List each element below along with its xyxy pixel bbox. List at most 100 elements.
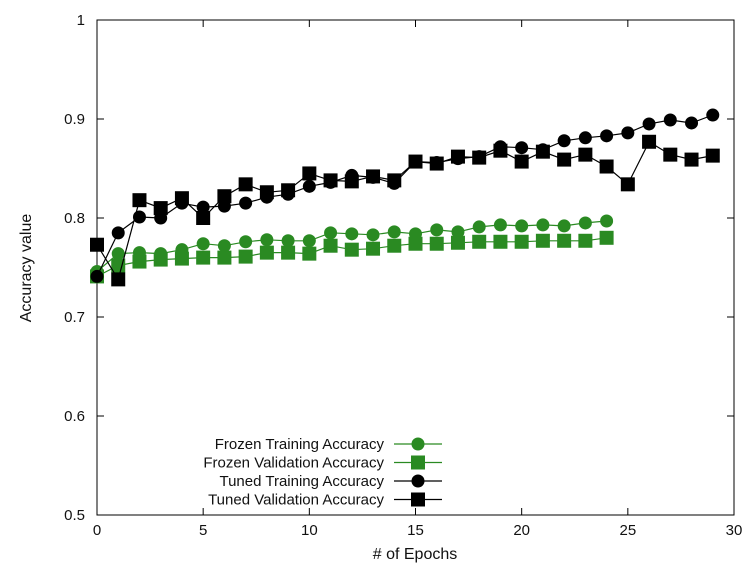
data-point (239, 196, 253, 210)
data-point (323, 173, 338, 188)
data-point (132, 193, 147, 208)
data-point (196, 200, 210, 214)
data-point (111, 247, 125, 261)
data-point (557, 134, 571, 148)
legend-marker (411, 474, 425, 488)
data-point (344, 174, 359, 189)
data-point (174, 191, 189, 206)
data-point (557, 152, 572, 167)
data-point (281, 245, 296, 260)
data-point (600, 214, 614, 228)
series-layer (90, 108, 720, 287)
data-point (217, 189, 232, 204)
data-point (535, 233, 550, 248)
x-tick-label: 30 (726, 522, 743, 539)
data-point (387, 225, 401, 239)
data-point (153, 252, 168, 267)
data-point (281, 183, 296, 198)
data-point (472, 220, 486, 234)
data-point (259, 245, 274, 260)
data-point (430, 223, 444, 237)
data-point (429, 156, 444, 171)
x-axis-label: # of Epochs (373, 546, 458, 563)
data-point (515, 141, 529, 155)
x-tick-label: 25 (619, 522, 636, 539)
data-point (238, 177, 253, 192)
data-point (705, 148, 720, 163)
data-point (493, 143, 508, 158)
legend-marker (411, 492, 425, 507)
series-1 (90, 214, 614, 278)
data-point (557, 233, 572, 248)
data-point (302, 234, 316, 248)
data-point (472, 150, 487, 165)
legend-item: Tuned Validation Accuracy (208, 492, 442, 509)
data-point (281, 234, 295, 248)
data-point (599, 159, 614, 174)
data-point (535, 144, 550, 159)
legend-label: Tuned Validation Accuracy (208, 492, 384, 509)
data-point (387, 238, 402, 253)
data-point (217, 239, 231, 253)
data-point (642, 134, 657, 149)
data-point (599, 230, 614, 245)
x-tick-label: 10 (301, 522, 318, 539)
data-point (578, 147, 593, 162)
legend: Frozen Training Accuracy Frozen Validatio… (203, 436, 442, 509)
data-point (111, 226, 125, 240)
y-tick-label: 0.5 (64, 507, 85, 524)
data-point (620, 177, 635, 192)
y-tick-label: 0.7 (64, 309, 85, 326)
x-tick-label: 0 (93, 522, 101, 539)
y-tick-label: 0.8 (64, 210, 85, 227)
legend-item: Frozen Training Accuracy (215, 436, 442, 453)
data-point (111, 272, 126, 287)
y-tick-label: 0.9 (64, 111, 85, 128)
legend-item: Tuned Training Accuracy (219, 473, 442, 490)
data-point (366, 241, 381, 256)
y-tick-label: 1 (77, 12, 85, 29)
data-point (684, 152, 699, 167)
data-point (621, 126, 635, 140)
data-point (344, 242, 359, 257)
series-4 (90, 134, 720, 287)
series-2 (90, 230, 614, 284)
data-point (323, 238, 338, 253)
data-point (111, 258, 126, 273)
axis-ticks: 0 5 10 15 20 25 30 0.5 0.6 0.7 0.8 0.9 1 (64, 12, 742, 539)
data-point (366, 169, 381, 184)
x-tick-label: 5 (199, 522, 207, 539)
data-point (302, 166, 317, 181)
legend-label: Frozen Training Accuracy (215, 436, 385, 453)
data-point (90, 269, 104, 283)
data-point (408, 154, 423, 169)
data-point (706, 108, 720, 122)
data-point (429, 236, 444, 251)
data-point (450, 235, 465, 250)
data-point (132, 254, 147, 269)
data-point (600, 129, 614, 143)
data-point (302, 246, 317, 261)
data-point (450, 149, 465, 164)
data-point (153, 201, 168, 216)
data-point (260, 233, 274, 247)
data-point (493, 218, 507, 232)
data-point (514, 234, 529, 249)
data-point (217, 250, 232, 265)
data-point (324, 226, 338, 240)
data-point (663, 147, 678, 162)
x-tick-label: 20 (513, 522, 530, 539)
legend-marker (411, 455, 425, 470)
y-axis-label: Accuracy value (18, 214, 35, 323)
data-point (259, 185, 274, 200)
data-point (196, 237, 210, 251)
y-tick-label: 0.6 (64, 408, 85, 425)
data-point (663, 113, 677, 127)
data-point (366, 228, 380, 242)
data-point (239, 235, 253, 249)
data-point (557, 219, 571, 233)
legend-marker (411, 437, 425, 451)
legend-label: Frozen Validation Accuracy (203, 455, 384, 472)
data-point (578, 233, 593, 248)
